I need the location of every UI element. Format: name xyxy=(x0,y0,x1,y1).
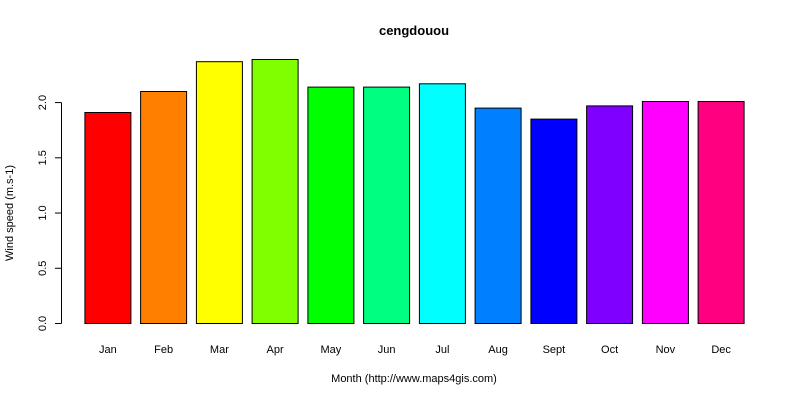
bar-may xyxy=(307,86,355,324)
y-tick-label: 1.5 xyxy=(37,150,49,165)
bar-jul xyxy=(418,83,466,324)
y-tick-label: 1.0 xyxy=(37,205,49,220)
x-tick-label-feb: Feb xyxy=(154,344,173,356)
y-axis-label: Wind speed (m.s-1) xyxy=(4,165,16,261)
x-tick-label-mar: Mar xyxy=(210,344,229,356)
bar-aug xyxy=(474,107,522,324)
x-tick-label-jan: Jan xyxy=(99,344,117,356)
y-axis-ticks: 0.0 0.5 1.0 1.5 2.0 xyxy=(37,95,62,331)
x-tick-label-apr: Apr xyxy=(267,344,284,356)
bar-sept xyxy=(530,118,578,324)
bar-dec xyxy=(697,101,745,324)
bar-nov xyxy=(641,101,689,324)
x-tick-label-sept: Sept xyxy=(543,344,566,356)
x-axis-label: Month (http://www.maps4gis.com) xyxy=(331,373,497,385)
y-tick-label: 2.0 xyxy=(37,95,49,110)
x-axis-tick-labels: Jan Feb Mar Apr May Jun Jul Aug Sept Oct Nov Dec xyxy=(99,344,731,356)
bar-mar xyxy=(195,61,243,324)
bar-feb xyxy=(140,91,188,324)
bar-apr xyxy=(251,59,299,324)
bar-oct xyxy=(586,105,634,325)
x-tick-label-aug: Aug xyxy=(488,344,508,356)
bar-jun xyxy=(363,86,411,324)
bars-group xyxy=(84,59,745,325)
x-tick-label-nov: Nov xyxy=(656,344,676,356)
y-tick-label: 0.5 xyxy=(37,261,49,276)
x-tick-label-jun: Jun xyxy=(378,344,396,356)
y-tick-label: 0.0 xyxy=(37,316,49,331)
x-tick-label-oct: Oct xyxy=(601,344,618,356)
chart-title: cengdouou xyxy=(379,23,449,38)
x-tick-label-jul: Jul xyxy=(435,344,449,356)
bar-jan xyxy=(84,112,132,324)
x-tick-label-may: May xyxy=(321,344,342,356)
x-tick-label-dec: Dec xyxy=(711,344,731,356)
